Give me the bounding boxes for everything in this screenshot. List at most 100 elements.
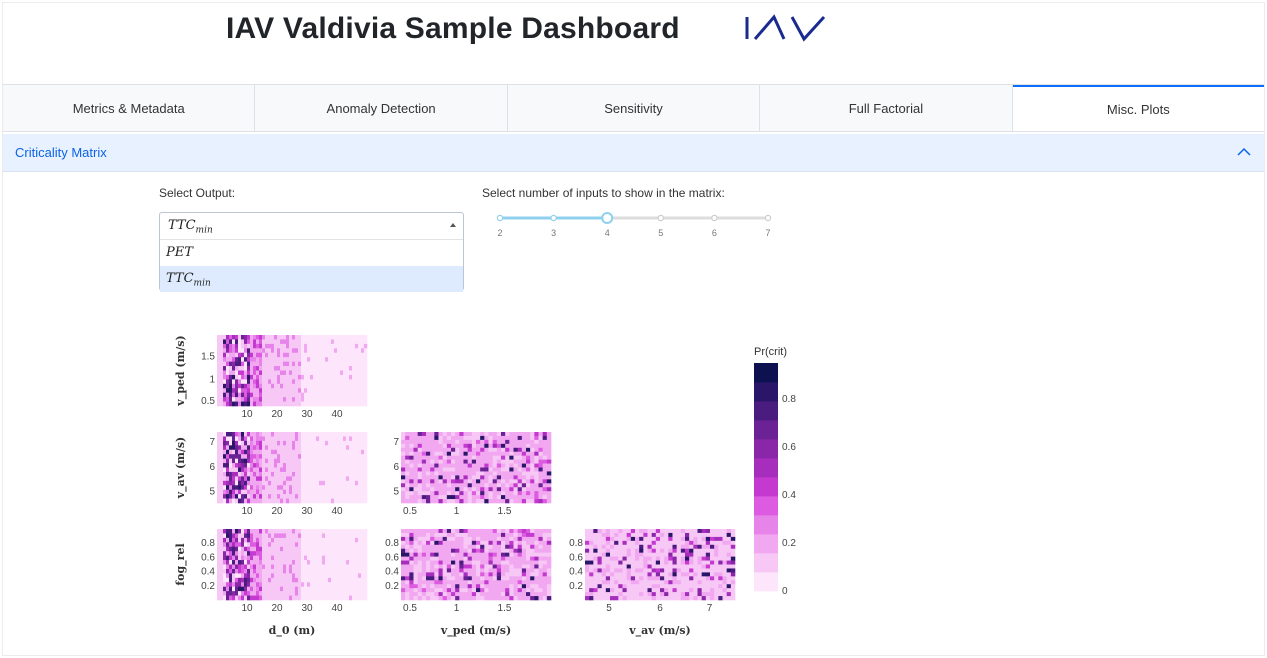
tab-misc-plots[interactable]: Misc. Plots <box>1012 85 1265 131</box>
heatmap-cell <box>262 352 266 358</box>
heatmap-cell <box>310 339 314 345</box>
heatmap-cell <box>304 582 308 587</box>
heatmap-cell <box>295 471 299 477</box>
heatmap-cell <box>283 379 287 385</box>
heatmap-cell <box>476 483 481 488</box>
heatmap-cell <box>259 595 263 601</box>
heatmap-cell <box>364 546 368 552</box>
heatmap-cell <box>492 475 498 480</box>
slider-dot-2[interactable] <box>496 214 504 222</box>
heatmap-cell <box>355 485 359 490</box>
heatmap-cell <box>409 475 414 480</box>
heatmap-cell <box>530 529 535 534</box>
heatmap-cell <box>301 573 305 579</box>
heatmap-cell <box>289 494 293 499</box>
heatmap-cell <box>349 370 353 376</box>
heatmap-cell <box>693 580 698 585</box>
heatmap-panel-fog-d0: 0.80.60.40.210 20 30 40 <box>201 529 368 614</box>
heatmap-cell <box>328 445 332 451</box>
heatmap-cell <box>265 586 269 592</box>
heatmap-cell <box>220 591 224 596</box>
heatmap-cell <box>521 552 527 557</box>
heatmap-cell <box>660 596 665 601</box>
heatmap-cell <box>496 459 502 464</box>
output-option-ttc-min[interactable]: TTCmin <box>160 266 463 292</box>
heatmap-cell <box>476 548 481 553</box>
heatmap-cell <box>274 357 278 362</box>
slider-dot-6[interactable] <box>711 214 718 222</box>
heatmap-cell <box>610 536 615 542</box>
heatmap-cell <box>476 447 481 453</box>
heatmap-cell <box>337 480 341 486</box>
heatmap-cell <box>352 568 356 574</box>
slider-handle[interactable] <box>601 212 614 224</box>
heatmap-cell <box>496 560 502 565</box>
heatmap-cell <box>298 432 302 437</box>
heatmap-cell <box>319 489 323 495</box>
caret-up-icon[interactable] <box>450 223 456 227</box>
heatmap-cell <box>355 370 359 376</box>
heatmap-cell <box>618 572 623 577</box>
heatmap-cell <box>538 479 543 484</box>
heatmap-cell <box>622 560 627 565</box>
tab-sensitivity[interactable]: Sensitivity <box>507 85 761 131</box>
x-tick-label: 10 <box>241 506 253 517</box>
heatmap-cell <box>280 537 284 543</box>
heatmap-cell <box>334 348 338 354</box>
heatmap-cell <box>705 556 711 561</box>
heatmap-cell <box>229 352 233 358</box>
heatmap-cell <box>546 447 552 453</box>
heatmap-cell <box>328 458 332 464</box>
output-dropdown[interactable]: TTCmin PET TTCmin <box>159 212 464 292</box>
chevron-up-icon[interactable] <box>1236 144 1252 160</box>
heatmap-cell <box>509 455 514 460</box>
slider-dot-7[interactable] <box>764 214 772 222</box>
heatmap-cell <box>685 532 690 538</box>
heatmap-cell <box>343 577 347 583</box>
heatmap-cell <box>610 548 615 553</box>
heatmap-cell <box>289 374 293 380</box>
heatmap-cell <box>364 366 368 371</box>
tab-full-factorial[interactable]: Full Factorial <box>760 85 1013 131</box>
heatmap-cell <box>534 451 539 456</box>
heatmap-cell <box>463 459 468 464</box>
tab-anomaly-detection[interactable]: Anomaly Detection <box>255 85 508 131</box>
heatmap-cell <box>597 560 602 565</box>
heatmap-cell <box>331 568 335 574</box>
heatmap-cell <box>343 467 347 473</box>
heatmap-cell <box>283 582 287 587</box>
heatmap-cell <box>513 532 518 538</box>
heatmap-cell <box>256 458 260 464</box>
accordion-header-criticality-matrix[interactable]: Criticality Matrix <box>3 134 1264 172</box>
heatmap-cell <box>298 494 302 499</box>
heatmap-cell <box>343 374 347 380</box>
heatmap-cell <box>689 596 694 601</box>
slider-dot-3[interactable] <box>550 214 557 222</box>
heatmap-cell <box>509 532 514 538</box>
heatmap-cell <box>262 388 266 393</box>
y-tick-label: 7 <box>393 437 399 448</box>
heatmap-cell <box>426 451 431 456</box>
heatmap-cell <box>501 529 506 534</box>
heatmap-cell <box>538 564 543 569</box>
tab-metrics-metadata[interactable]: Metrics & Metadata <box>3 85 256 131</box>
heatmap-cell <box>232 352 236 358</box>
heatmap-cell <box>274 476 278 482</box>
heatmap-cell <box>610 568 615 573</box>
output-selected-value[interactable]: TTCmin <box>168 218 213 236</box>
heatmap-cell <box>660 564 665 569</box>
heatmap-cell <box>325 591 329 596</box>
heatmap-cell <box>442 471 448 476</box>
output-option-pet[interactable]: PET <box>166 245 193 260</box>
heatmap-cell <box>471 432 477 437</box>
heatmap-cell <box>401 529 406 534</box>
heatmap-cell <box>301 463 305 468</box>
heatmap-cell <box>250 458 254 464</box>
heatmap-cell <box>635 596 640 601</box>
heatmap-cell <box>319 440 323 446</box>
heatmap-cell <box>546 540 552 546</box>
heatmap-cell <box>710 560 715 565</box>
heatmap-cell <box>226 555 230 561</box>
slider-dot-5[interactable] <box>657 214 664 222</box>
